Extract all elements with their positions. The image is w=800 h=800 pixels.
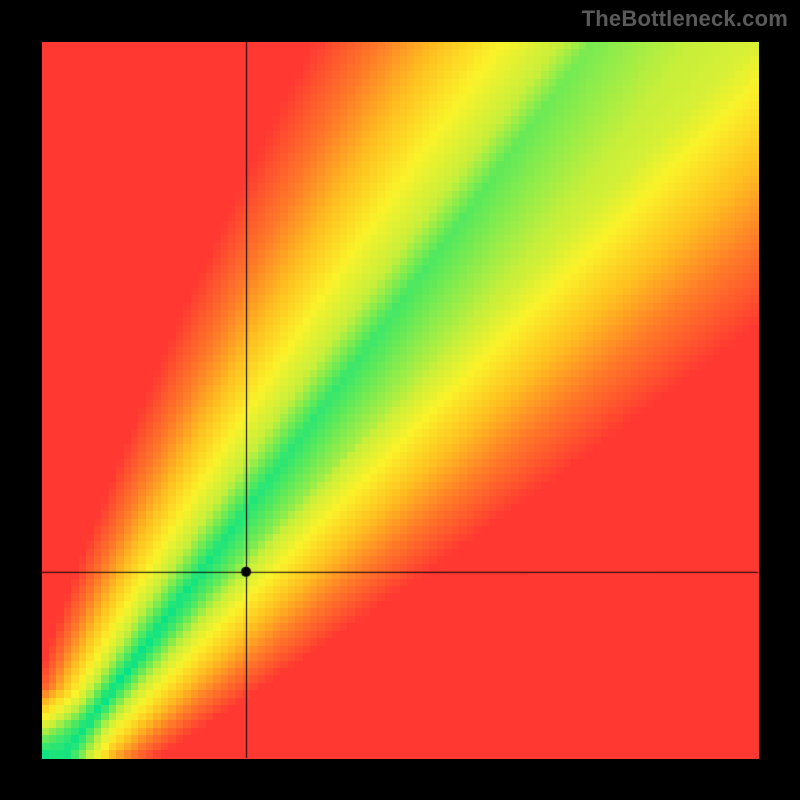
- chart-container: TheBottleneck.com: [0, 0, 800, 800]
- watermark-text: TheBottleneck.com: [582, 6, 788, 32]
- crosshair-overlay: [0, 0, 800, 800]
